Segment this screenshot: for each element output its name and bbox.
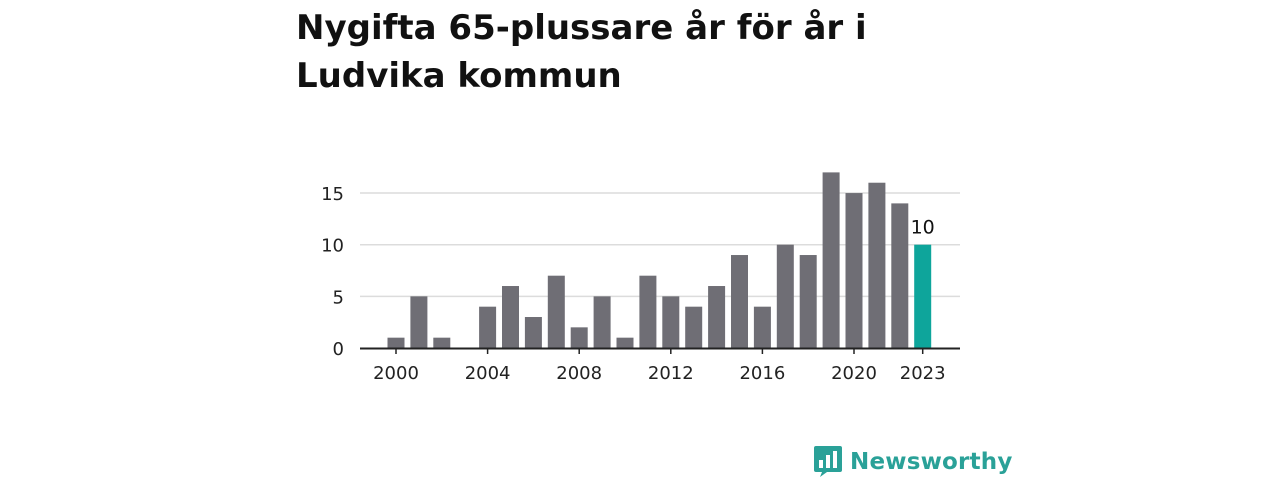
x-tick-label-2016: 2016 bbox=[739, 363, 785, 384]
bar-2019 bbox=[822, 172, 840, 348]
bar-2022 bbox=[891, 203, 909, 348]
brand-name: Newsworthy bbox=[850, 449, 1013, 475]
highlight-value-label: 10 bbox=[911, 217, 935, 239]
bar-2000 bbox=[387, 337, 405, 348]
bar-2007 bbox=[547, 275, 565, 348]
y-tick-label-15: 15 bbox=[321, 184, 344, 205]
bar-2005 bbox=[502, 286, 519, 348]
bars bbox=[387, 172, 932, 348]
bar-2015 bbox=[731, 255, 748, 348]
bar-2012 bbox=[662, 296, 680, 348]
bar-2006 bbox=[524, 317, 542, 348]
x-tick-label-2000: 2000 bbox=[373, 363, 419, 384]
y-tick-label-0: 0 bbox=[333, 339, 344, 360]
bar-2004 bbox=[479, 306, 497, 348]
x-axis-ticks: 2000 2004 2008 2012 2016 2020 2023 bbox=[373, 348, 946, 384]
chart-title: Nygifta 65-plussare år för år i Ludvika … bbox=[296, 8, 867, 96]
bar-2023 bbox=[914, 244, 932, 348]
bar-2001 bbox=[410, 296, 428, 348]
x-tick-label-2023: 2023 bbox=[900, 363, 946, 384]
x-tick-label-2004: 2004 bbox=[465, 363, 511, 384]
x-tick-label-2020: 2020 bbox=[831, 363, 877, 384]
x-tick-label-2008: 2008 bbox=[556, 363, 602, 384]
bar-2016 bbox=[753, 306, 771, 348]
bar-2013 bbox=[685, 306, 703, 348]
bar-2002 bbox=[433, 337, 451, 348]
bar-2010 bbox=[616, 337, 634, 348]
newsworthy-logo: Newsworthy bbox=[814, 446, 1013, 478]
y-tick-label-10: 10 bbox=[321, 236, 344, 257]
bar-2017 bbox=[776, 244, 794, 348]
bar-2011 bbox=[639, 275, 657, 348]
bar-2021 bbox=[868, 182, 886, 348]
bar-2018 bbox=[799, 255, 817, 348]
bar-2009 bbox=[593, 296, 611, 348]
bar-2008 bbox=[570, 327, 588, 348]
y-tick-label-5: 5 bbox=[333, 287, 344, 308]
newsworthy-logo-icon bbox=[814, 446, 842, 477]
bar-2020 bbox=[845, 193, 863, 348]
y-axis-ticks: 0 5 10 15 bbox=[321, 184, 344, 360]
bar-2014 bbox=[708, 286, 726, 348]
x-tick-label-2012: 2012 bbox=[648, 363, 694, 384]
